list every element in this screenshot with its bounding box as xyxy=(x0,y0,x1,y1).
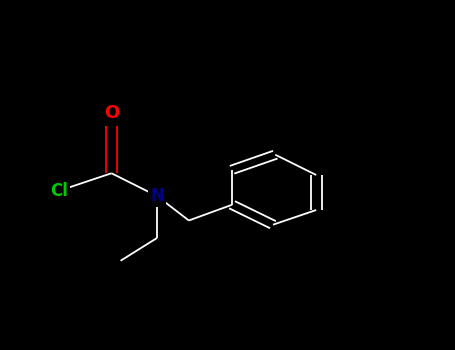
Text: N: N xyxy=(150,187,164,205)
Text: O: O xyxy=(104,105,119,122)
Text: Cl: Cl xyxy=(50,182,68,200)
